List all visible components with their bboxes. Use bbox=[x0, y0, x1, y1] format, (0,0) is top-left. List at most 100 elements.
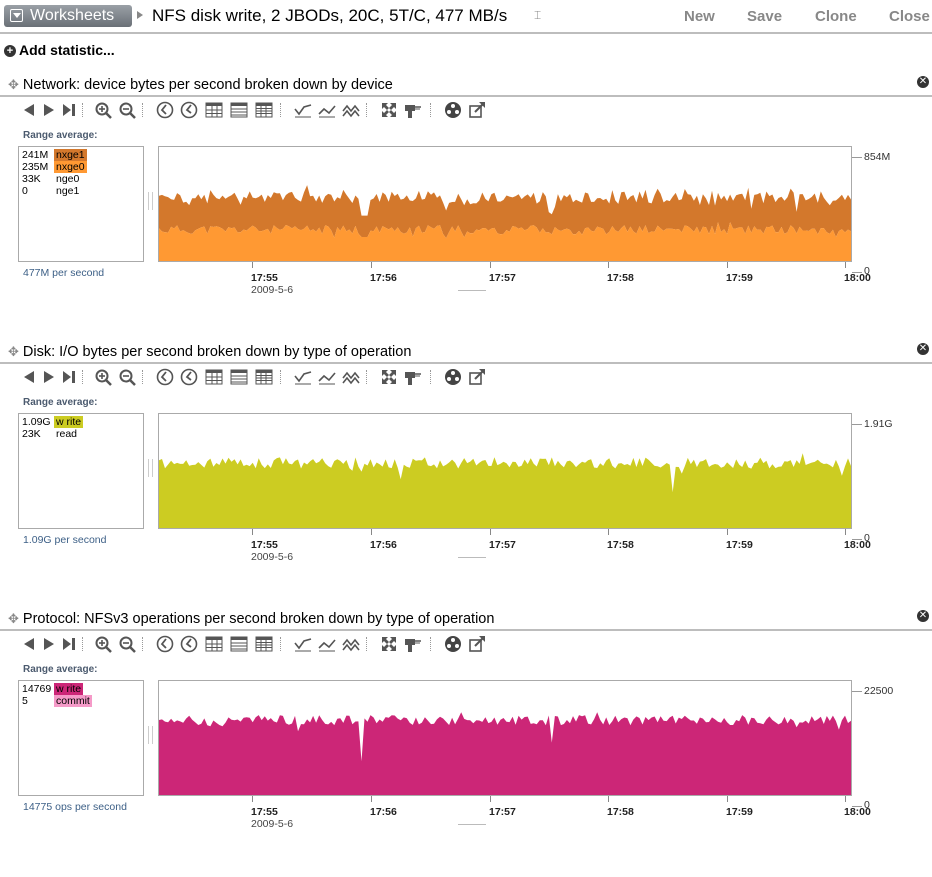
zoom-in-icon[interactable] bbox=[94, 368, 112, 386]
x-tick-label: 17:59 bbox=[726, 539, 753, 551]
legend-resize-handle[interactable] bbox=[148, 192, 153, 210]
show-max-icon[interactable] bbox=[342, 101, 360, 119]
jump-to-end-icon[interactable] bbox=[60, 101, 78, 119]
table-small-icon[interactable] bbox=[205, 101, 223, 119]
show-min-icon[interactable] bbox=[294, 101, 312, 119]
legend-item[interactable]: 23K read bbox=[22, 428, 79, 440]
clock-icon[interactable] bbox=[180, 368, 198, 386]
panel-title[interactable]: ✥ Disk: I/O bytes per second broken down … bbox=[8, 343, 411, 361]
show-min-icon[interactable] bbox=[294, 635, 312, 653]
x-axis-date: 2009-5-6 bbox=[251, 284, 294, 296]
table-medium-icon[interactable] bbox=[230, 101, 248, 119]
toolbar-separator bbox=[280, 370, 281, 384]
color-wheel-icon[interactable] bbox=[444, 101, 462, 119]
chart-plot-area[interactable] bbox=[159, 681, 851, 795]
export-icon[interactable] bbox=[468, 101, 486, 119]
show-average-icon[interactable] bbox=[318, 101, 336, 119]
legend-item[interactable]: 14769 w rite bbox=[22, 683, 84, 695]
drilldown-icon[interactable] bbox=[380, 368, 398, 386]
zoom-out-icon[interactable] bbox=[118, 101, 136, 119]
export-icon[interactable] bbox=[468, 635, 486, 653]
chart-plot-area[interactable] bbox=[159, 147, 851, 261]
x-tick-label: 17:56 bbox=[370, 272, 397, 284]
drill-tool-icon[interactable] bbox=[404, 101, 422, 119]
drill-tool-icon[interactable] bbox=[404, 635, 422, 653]
color-wheel-icon[interactable] bbox=[444, 368, 462, 386]
show-max-icon[interactable] bbox=[342, 635, 360, 653]
series-area-nxge0 bbox=[159, 222, 851, 261]
scroll-left-icon[interactable] bbox=[20, 368, 38, 386]
chart-frame bbox=[158, 680, 852, 796]
clone-button[interactable]: Clone bbox=[815, 8, 857, 25]
worksheets-menu-button[interactable]: Worksheets bbox=[4, 5, 132, 27]
time-scrubber[interactable] bbox=[458, 824, 486, 825]
clock-icon[interactable] bbox=[180, 101, 198, 119]
legend-resize-handle[interactable] bbox=[148, 726, 153, 744]
x-tick-label: 18:00 bbox=[844, 806, 871, 818]
move-handle-icon[interactable]: ✥ bbox=[8, 344, 19, 359]
export-icon[interactable] bbox=[468, 368, 486, 386]
panel-title[interactable]: ✥ Network: device bytes per second broken… bbox=[8, 76, 393, 94]
new-button[interactable]: New bbox=[684, 8, 715, 25]
legend-value: 1.09G bbox=[22, 416, 51, 428]
legend-resize-handle[interactable] bbox=[148, 459, 153, 477]
show-min-icon[interactable] bbox=[294, 368, 312, 386]
close-panel-icon[interactable]: ✕ bbox=[917, 76, 929, 88]
table-large-icon[interactable] bbox=[255, 368, 273, 386]
x-tick-mark bbox=[608, 262, 609, 268]
drill-tool-icon[interactable] bbox=[404, 368, 422, 386]
scroll-right-icon[interactable] bbox=[40, 368, 58, 386]
table-medium-icon[interactable] bbox=[230, 635, 248, 653]
panel-title[interactable]: ✥ Protocol: NFSv3 operations per second b… bbox=[8, 610, 494, 628]
x-tick-label: 17:57 bbox=[489, 272, 516, 284]
legend-item[interactable]: 241M nxge1 bbox=[22, 149, 87, 161]
close-panel-icon[interactable]: ✕ bbox=[917, 610, 929, 622]
clock-back-icon[interactable] bbox=[156, 101, 174, 119]
zoom-out-icon[interactable] bbox=[118, 635, 136, 653]
table-medium-icon[interactable] bbox=[230, 368, 248, 386]
scroll-right-icon[interactable] bbox=[40, 101, 58, 119]
table-small-icon[interactable] bbox=[205, 635, 223, 653]
legend-item[interactable]: 5 commit bbox=[22, 695, 92, 707]
color-wheel-icon[interactable] bbox=[444, 635, 462, 653]
add-statistic-button[interactable]: + Add statistic... bbox=[4, 42, 115, 58]
time-scrubber[interactable] bbox=[458, 557, 486, 558]
zoom-in-icon[interactable] bbox=[94, 635, 112, 653]
show-max-icon[interactable] bbox=[342, 368, 360, 386]
zoom-in-icon[interactable] bbox=[94, 101, 112, 119]
legend-item[interactable]: 33K nge0 bbox=[22, 173, 81, 185]
legend-item[interactable]: 1.09G w rite bbox=[22, 416, 84, 428]
move-handle-icon[interactable]: ✥ bbox=[8, 77, 19, 92]
x-tick-label: 17:57 bbox=[489, 806, 516, 818]
table-large-icon[interactable] bbox=[255, 101, 273, 119]
table-large-icon[interactable] bbox=[255, 635, 273, 653]
show-average-icon[interactable] bbox=[318, 635, 336, 653]
chart-plot-area[interactable] bbox=[159, 414, 851, 528]
jump-to-end-icon[interactable] bbox=[60, 635, 78, 653]
jump-to-end-icon[interactable] bbox=[60, 368, 78, 386]
text-cursor-icon: ⌶ bbox=[534, 8, 542, 22]
y-min-tick bbox=[852, 806, 862, 807]
show-average-icon[interactable] bbox=[318, 368, 336, 386]
toolbar-separator bbox=[82, 637, 83, 651]
close-panel-icon[interactable]: ✕ bbox=[917, 343, 929, 355]
clock-back-icon[interactable] bbox=[156, 635, 174, 653]
toolbar-separator bbox=[430, 637, 431, 651]
worksheet-title[interactable]: NFS disk write, 2 JBODs, 20C, 5T/C, 477 … bbox=[152, 6, 508, 25]
move-handle-icon[interactable]: ✥ bbox=[8, 611, 19, 626]
scroll-left-icon[interactable] bbox=[20, 635, 38, 653]
drilldown-icon[interactable] bbox=[380, 101, 398, 119]
scroll-right-icon[interactable] bbox=[40, 635, 58, 653]
toolbar-separator bbox=[280, 103, 281, 117]
table-small-icon[interactable] bbox=[205, 368, 223, 386]
clock-back-icon[interactable] bbox=[156, 368, 174, 386]
drilldown-icon[interactable] bbox=[380, 635, 398, 653]
zoom-out-icon[interactable] bbox=[118, 368, 136, 386]
close-button[interactable]: Close bbox=[889, 8, 930, 25]
clock-icon[interactable] bbox=[180, 635, 198, 653]
legend-item[interactable]: 0 nge1 bbox=[22, 185, 81, 197]
legend-item[interactable]: 235M nxge0 bbox=[22, 161, 87, 173]
save-button[interactable]: Save bbox=[747, 8, 783, 25]
scroll-left-icon[interactable] bbox=[20, 101, 38, 119]
time-scrubber[interactable] bbox=[458, 290, 486, 291]
